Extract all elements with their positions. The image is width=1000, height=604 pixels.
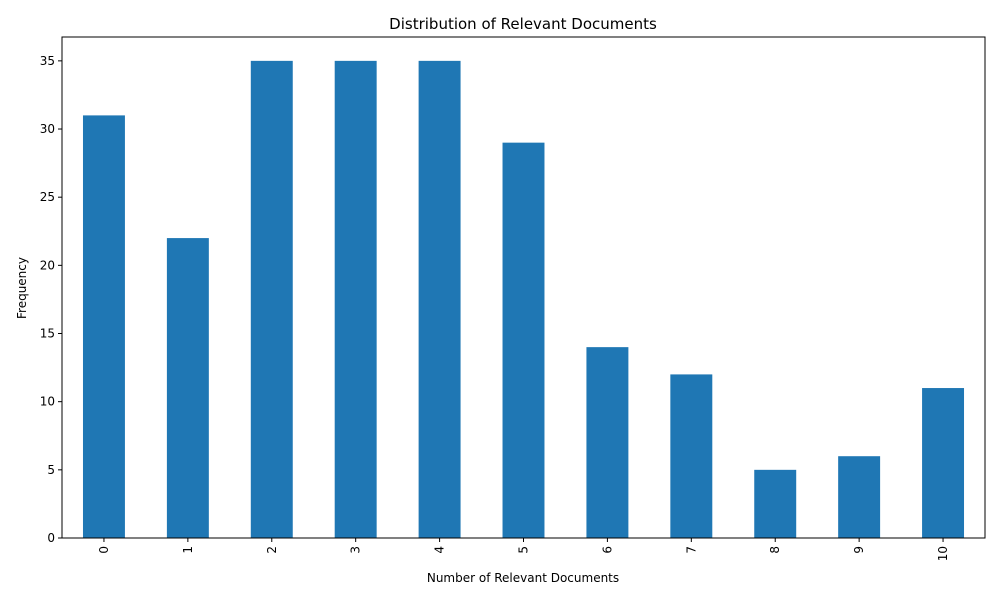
x-tick-label: 10	[936, 546, 950, 561]
y-ticks: 0 5 10 15 20 25 30 35	[40, 54, 62, 545]
x-tick-label: 5	[517, 546, 531, 554]
chart-title: Distribution of Relevant Documents	[389, 15, 657, 33]
y-tick-label: 20	[40, 258, 55, 272]
y-tick-label: 30	[40, 122, 55, 136]
x-tick-label: 7	[684, 546, 698, 554]
x-tick-label: 3	[349, 546, 363, 554]
bar-0	[82, 115, 125, 538]
bar-9	[838, 456, 881, 538]
y-tick-label: 15	[40, 327, 55, 341]
bar-1	[166, 238, 209, 538]
x-tick-label: 1	[181, 546, 195, 554]
x-tick-label: 4	[433, 546, 447, 554]
x-tick-label: 9	[852, 546, 866, 554]
bar-6	[586, 347, 629, 538]
x-ticks: 0 1 2 3 4 5 6 7 8 9 10	[97, 538, 950, 561]
bar-7	[670, 374, 713, 538]
y-tick-label: 0	[47, 531, 55, 545]
bar-3	[334, 60, 377, 538]
y-tick-label: 35	[40, 54, 55, 68]
bar-10	[922, 388, 965, 538]
x-tick-label: 2	[265, 546, 279, 554]
y-axis-label: Frequency	[15, 257, 29, 319]
x-axis-label: Number of Relevant Documents	[427, 571, 619, 585]
x-tick-label: 8	[768, 546, 782, 554]
bar-2	[250, 60, 293, 538]
bar-5	[502, 142, 545, 538]
bar-8	[754, 469, 797, 538]
y-tick-label: 10	[40, 395, 55, 409]
x-tick-label: 0	[97, 546, 111, 554]
y-tick-label: 5	[47, 463, 55, 477]
bar-4	[418, 60, 461, 538]
x-tick-label: 6	[600, 546, 614, 554]
y-tick-label: 25	[40, 190, 55, 204]
bars-layer	[82, 60, 965, 538]
